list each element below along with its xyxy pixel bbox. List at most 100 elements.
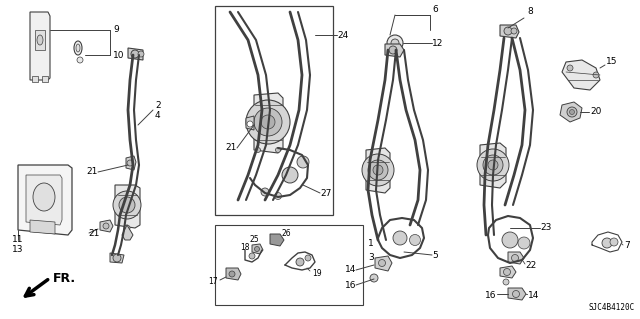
Circle shape [593, 72, 599, 78]
Circle shape [255, 247, 259, 251]
Circle shape [103, 223, 109, 229]
Ellipse shape [33, 183, 55, 211]
Circle shape [393, 231, 407, 245]
Text: 3: 3 [368, 254, 374, 263]
Text: 14: 14 [344, 265, 356, 275]
Text: 27: 27 [320, 189, 332, 197]
Circle shape [297, 156, 309, 168]
Circle shape [229, 271, 235, 277]
Polygon shape [480, 143, 506, 188]
Text: 21: 21 [86, 167, 98, 176]
Circle shape [362, 154, 394, 186]
Polygon shape [560, 102, 582, 122]
Polygon shape [42, 76, 48, 82]
Circle shape [567, 65, 573, 71]
Circle shape [254, 108, 282, 136]
Circle shape [567, 107, 577, 117]
Circle shape [131, 50, 139, 58]
Polygon shape [110, 253, 124, 263]
Circle shape [483, 155, 503, 175]
Circle shape [488, 160, 498, 170]
Text: 1: 1 [368, 239, 374, 248]
Polygon shape [252, 244, 263, 254]
Text: 9: 9 [113, 26, 119, 34]
Text: SJC4B4120C: SJC4B4120C [589, 303, 635, 313]
Circle shape [373, 165, 383, 175]
Circle shape [282, 167, 298, 183]
Circle shape [138, 51, 144, 57]
Circle shape [113, 254, 121, 262]
Polygon shape [375, 256, 392, 271]
Ellipse shape [37, 35, 43, 45]
Polygon shape [30, 12, 50, 80]
Text: 19: 19 [312, 269, 322, 278]
Circle shape [275, 147, 280, 152]
Polygon shape [215, 6, 333, 215]
Circle shape [378, 259, 385, 266]
Text: 17: 17 [209, 278, 218, 286]
Text: 12: 12 [432, 39, 444, 48]
Ellipse shape [74, 41, 82, 55]
Polygon shape [500, 266, 516, 278]
Circle shape [275, 192, 282, 199]
Circle shape [113, 191, 141, 219]
Text: 18: 18 [240, 243, 250, 253]
Circle shape [261, 188, 269, 196]
Polygon shape [115, 185, 140, 228]
Text: FR.: FR. [53, 272, 76, 286]
Circle shape [503, 279, 509, 285]
Polygon shape [500, 25, 519, 38]
Text: 16: 16 [484, 291, 496, 300]
Circle shape [511, 255, 518, 262]
Polygon shape [35, 30, 45, 50]
Circle shape [389, 46, 397, 54]
Circle shape [261, 115, 275, 129]
Text: 26: 26 [282, 228, 292, 238]
Polygon shape [18, 165, 72, 235]
Ellipse shape [76, 44, 80, 52]
Circle shape [77, 57, 83, 63]
Text: 23: 23 [540, 224, 552, 233]
Circle shape [119, 197, 135, 213]
Circle shape [387, 35, 403, 51]
Polygon shape [508, 288, 526, 300]
Circle shape [511, 28, 517, 34]
Text: 10: 10 [113, 50, 125, 60]
Circle shape [296, 258, 304, 266]
Circle shape [370, 274, 378, 282]
Circle shape [513, 291, 520, 298]
Polygon shape [128, 48, 143, 60]
Text: 7: 7 [624, 241, 630, 249]
Polygon shape [366, 148, 390, 193]
Circle shape [305, 255, 311, 261]
Circle shape [246, 100, 290, 144]
Text: 13: 13 [12, 244, 24, 254]
Text: 8: 8 [527, 8, 532, 17]
Circle shape [391, 39, 399, 47]
Polygon shape [270, 234, 284, 246]
Polygon shape [226, 268, 241, 280]
Polygon shape [100, 220, 113, 232]
Text: 24: 24 [337, 31, 348, 40]
Circle shape [410, 234, 420, 246]
Circle shape [610, 238, 618, 246]
Text: 21: 21 [88, 228, 99, 238]
Circle shape [518, 237, 530, 249]
Circle shape [127, 160, 133, 166]
Circle shape [602, 238, 612, 248]
Circle shape [504, 269, 511, 276]
Text: 11: 11 [12, 235, 24, 244]
Circle shape [247, 121, 253, 127]
Polygon shape [122, 225, 133, 240]
Text: 22: 22 [525, 261, 536, 270]
Text: 14: 14 [528, 291, 540, 300]
Text: 20: 20 [590, 108, 602, 116]
Polygon shape [126, 156, 136, 170]
Text: 21: 21 [226, 144, 237, 152]
Text: 2: 2 [155, 100, 161, 109]
Circle shape [255, 147, 260, 152]
Circle shape [502, 232, 518, 248]
Text: 5: 5 [432, 250, 438, 259]
Text: 25: 25 [249, 235, 259, 244]
Text: 15: 15 [606, 57, 618, 66]
